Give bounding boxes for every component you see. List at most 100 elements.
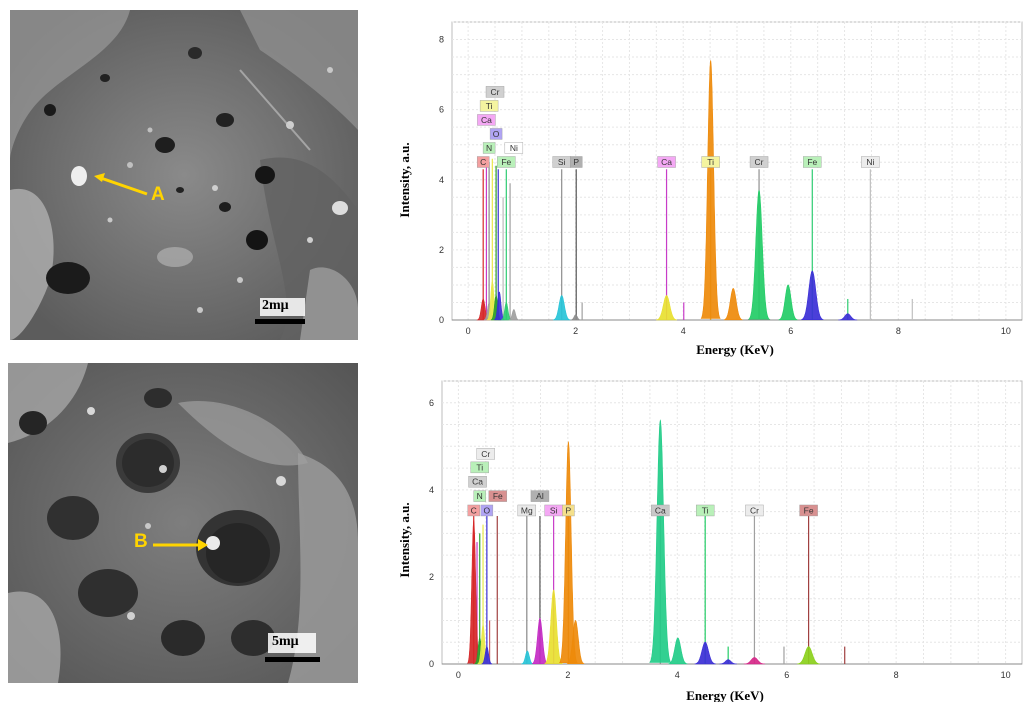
element-label: Ti: [476, 462, 483, 472]
element-label-box: [701, 156, 720, 168]
element-label: Fe: [807, 157, 817, 167]
element-label: Ni: [510, 143, 518, 153]
element-label: O: [493, 129, 500, 139]
element-label-box: [749, 156, 769, 168]
y-tick-label: 6: [429, 398, 434, 408]
element-label-box: [861, 156, 880, 168]
element-label: N: [477, 491, 483, 501]
element-label: Ni: [866, 157, 874, 167]
element-label: C: [480, 157, 486, 167]
element-label-box: [485, 86, 505, 98]
x-tick-label: 0: [466, 326, 471, 336]
element-label-box: [489, 128, 503, 140]
sem-texture-top: [10, 10, 358, 340]
y-tick-label: 0: [439, 315, 444, 325]
x-tick-label: 0: [456, 670, 461, 680]
element-label: Mg: [521, 505, 533, 515]
element-label: P: [566, 505, 572, 515]
eds-spectrum-bottom: 0 2 4 6 8 10 0 2 4 6 C O N Fe Ca Ti Cr Mg Al Si P Ca Ti Cr Fe En…: [395, 375, 1025, 702]
y-tick-label: 2: [439, 245, 444, 255]
x-tick-label: 4: [675, 670, 680, 680]
spectrum-peak: [723, 288, 743, 321]
element-label-box: [497, 156, 516, 168]
element-label: Ti: [702, 505, 709, 515]
element-label: P: [573, 157, 579, 167]
element-label: Ca: [472, 477, 483, 487]
eds-spectrum-top: 0 2 4 6 8 10 0 2 4 6 8 C N O Ca Ti Cr Fe Ni Si P Ca Ti Cr Fe Ni E…: [395, 10, 1025, 357]
x-tick-label: 2: [573, 326, 578, 336]
element-label-box: [803, 156, 822, 168]
spectrum-peak: [570, 314, 581, 321]
element-label: Si: [550, 505, 558, 515]
spectrum-peak: [649, 419, 672, 663]
element-label-box: [476, 156, 490, 168]
spectrum-peak: [481, 646, 493, 665]
element-label-box: [470, 461, 489, 474]
y-tick-label: 6: [439, 105, 444, 115]
element-label-box: [657, 156, 676, 168]
x-tick-label: 4: [681, 326, 686, 336]
spectrum-peak: [552, 295, 571, 321]
spectrum-peak: [656, 295, 677, 321]
element-label-box: [468, 476, 487, 488]
element-label-box: [480, 504, 494, 517]
scale-bar-top: [255, 319, 305, 324]
y-tick-label: 4: [429, 485, 434, 495]
y-tick-label: 8: [439, 35, 444, 45]
element-label: Ti: [707, 157, 714, 167]
element-label-box: [562, 504, 575, 517]
spectrum-peak: [531, 617, 548, 665]
element-label-box: [695, 504, 715, 517]
spectrum-peak: [700, 59, 721, 319]
element-label: Ti: [486, 101, 493, 111]
element-label-box: [745, 504, 764, 517]
element-label-box: [799, 504, 818, 517]
element-label-box: [651, 504, 670, 517]
element-label: Cr: [750, 505, 759, 515]
spectrum-peak: [508, 309, 519, 321]
x-axis-title-bottom: Energy (KeV): [686, 688, 764, 702]
spectrum-peak: [719, 659, 737, 665]
x-tick-label: 8: [894, 670, 899, 680]
element-label: Fe: [804, 505, 814, 515]
spectrum-peak: [797, 646, 820, 665]
element-label: Al: [536, 491, 544, 501]
marker-label-a: A: [151, 184, 165, 205]
element-label-box: [488, 490, 508, 502]
spectrum-peak: [743, 657, 766, 665]
spectrum-peak: [747, 189, 771, 320]
element-label-box: [473, 490, 486, 502]
element-label: Fe: [493, 491, 503, 501]
element-label-box: [504, 142, 524, 154]
spectrum-peak: [501, 302, 512, 321]
element-label: N: [486, 143, 492, 153]
x-axis-title-top: Energy (KeV): [696, 342, 774, 357]
y-axis-title-top: Intensity, a.u.: [397, 142, 412, 217]
spectrum-peak: [694, 641, 716, 665]
marker-arrow-a: [97, 175, 148, 196]
x-tick-label: 10: [1001, 326, 1011, 336]
element-label-box: [570, 156, 583, 168]
spectrum-peak: [521, 650, 534, 665]
spectrum-peak: [566, 620, 585, 665]
element-label: Si: [558, 157, 566, 167]
marker-label-b: B: [134, 531, 148, 552]
spectrum-peak: [778, 284, 798, 321]
x-tick-label: 2: [565, 670, 570, 680]
element-label: Cr: [491, 87, 500, 97]
spectrum-peak: [838, 313, 858, 321]
sem-micrograph-bottom: 5mμ B: [8, 363, 358, 683]
element-label: O: [484, 505, 491, 515]
y-tick-label: 0: [429, 659, 434, 669]
element-label-box: [467, 504, 480, 517]
element-label: Fe: [501, 157, 511, 167]
element-label-box: [477, 114, 496, 126]
x-tick-label: 10: [1001, 670, 1011, 680]
spectrum-peak: [544, 589, 564, 664]
x-tick-label: 6: [784, 670, 789, 680]
element-label-box: [476, 448, 495, 460]
